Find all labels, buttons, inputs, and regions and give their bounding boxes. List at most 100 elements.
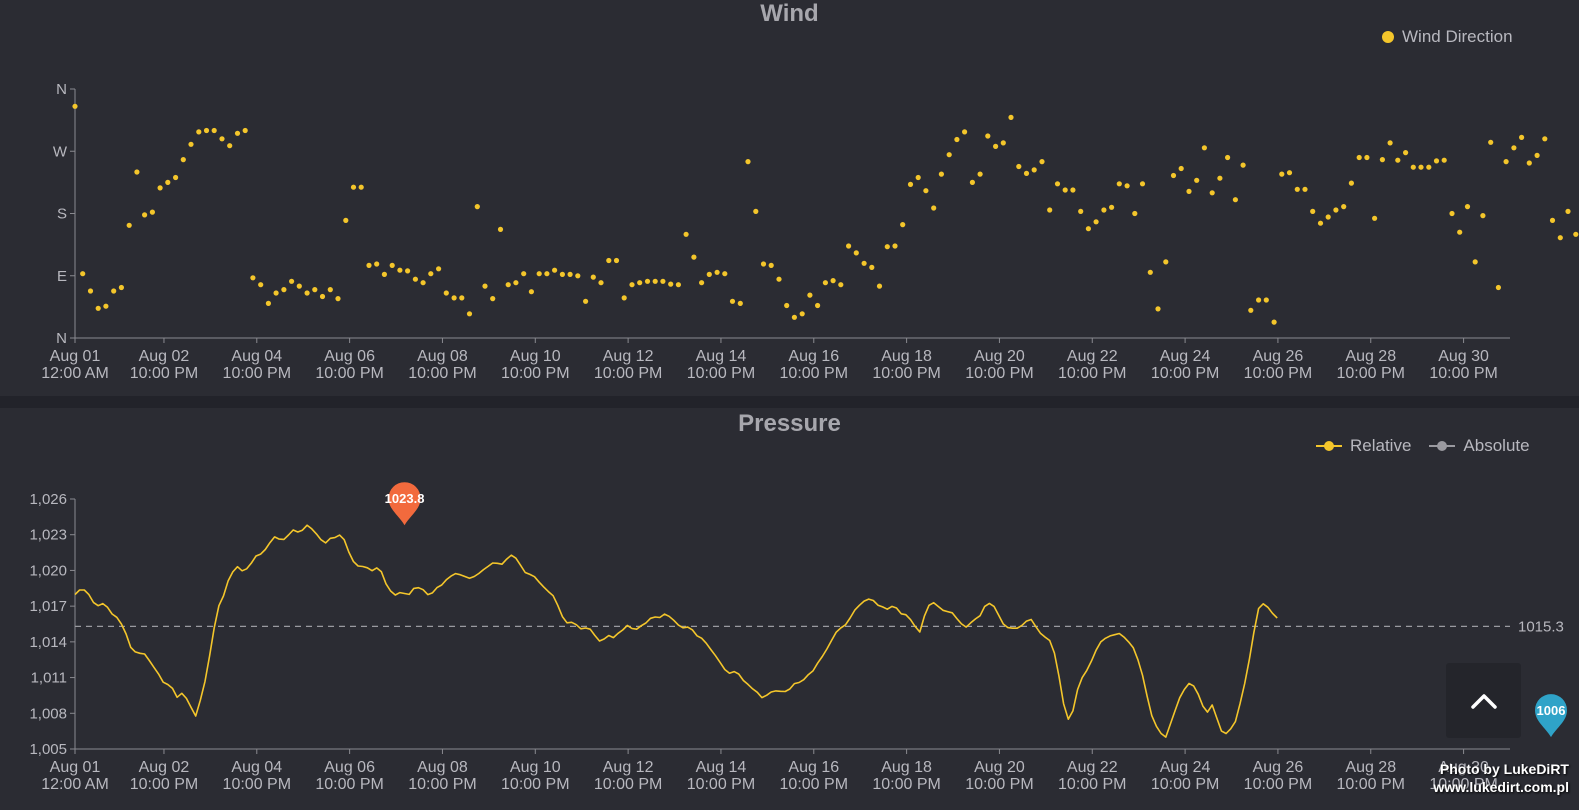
pressure-x-tick-label-time: 10:00 PM (315, 776, 383, 793)
wind-x-tick-label-date: Aug 04 (231, 348, 282, 365)
scroll-to-top-button[interactable] (1446, 663, 1521, 738)
wind-data-point (1008, 114, 1014, 120)
wind-data-point (1317, 220, 1324, 226)
wind-data-point (668, 281, 674, 287)
wind-legend: Wind Direction (1382, 27, 1513, 47)
legend-label-wind-direction: Wind Direction (1402, 27, 1513, 46)
pressure-x-tick-label-date: Aug 06 (324, 759, 375, 776)
wind-data-point (72, 103, 78, 109)
legend-item-relative[interactable]: Relative (1316, 436, 1411, 456)
wind-data-point (644, 278, 651, 284)
wind-data-point (969, 179, 976, 185)
pressure-x-tick-label-date: Aug 18 (881, 759, 932, 776)
pressure-y-tick-label: 1,011 (31, 670, 67, 687)
wind-data-point (807, 292, 813, 298)
wind-data-point (907, 181, 914, 187)
wind-data-point (1372, 215, 1378, 221)
legend-label-relative: Relative (1350, 436, 1412, 455)
wind-data-point (938, 171, 945, 177)
wind-x-tick-label-date: Aug 20 (974, 348, 1025, 365)
wind-data-point (1201, 145, 1207, 151)
wind-data-point (1248, 307, 1254, 313)
wind-data-point (443, 290, 449, 296)
wind-data-point (1078, 208, 1084, 214)
wind-data-point (1542, 136, 1548, 142)
legend-item-absolute[interactable]: Absolute (1429, 436, 1530, 456)
wind-data-point (1054, 181, 1061, 187)
wind-data-point (1511, 145, 1517, 151)
wind-y-tick-label: N (56, 330, 67, 347)
wind-data-point (219, 136, 225, 142)
wind-data-point (1549, 217, 1556, 223)
wind-data-point (1240, 162, 1246, 168)
wind-data-point (1286, 170, 1293, 176)
pressure-x-tick-label-time: 10:00 PM (965, 776, 1033, 793)
wind-data-point (1379, 157, 1385, 163)
wind-data-point (319, 293, 326, 300)
wind-data-point (1503, 159, 1509, 165)
wind-data-point (420, 280, 426, 286)
wind-chart-title: Wind (760, 0, 819, 27)
wind-data-point (1410, 164, 1416, 170)
wind-data-point (1023, 170, 1030, 176)
wind-data-point (1534, 152, 1540, 158)
wind-data-point (946, 152, 952, 158)
wind-data-point (993, 143, 999, 149)
wind-data-point (583, 298, 589, 304)
wind-data-point (815, 302, 821, 309)
watermark-line-1: Photo by LukeDiRT (1439, 761, 1569, 777)
wind-data-point (1163, 259, 1169, 265)
wind-data-point (466, 311, 473, 317)
wind-data-point (745, 159, 751, 165)
wind-data-point (652, 278, 658, 284)
watermark: Photo by LukeDiRT www.lukedirt.com.pl (1433, 760, 1569, 796)
pressure-x-tick-label-time: 10:00 PM (1151, 776, 1219, 793)
wind-data-point (505, 282, 511, 288)
wind-data-point (521, 271, 527, 277)
wind-x-tick-label-date: Aug 14 (696, 348, 747, 365)
pressure-x-tick-label-time: 10:00 PM (872, 776, 940, 793)
pressure-legend: Relative Absolute (1316, 436, 1530, 456)
wind-data-point (528, 289, 535, 295)
wind-data-point (838, 282, 844, 288)
wind-data-point (900, 222, 906, 228)
wind-data-point (1565, 208, 1571, 214)
pressure-x-tick-label-time: 10:00 PM (687, 776, 755, 793)
wind-data-point (714, 269, 720, 275)
wind-data-point (613, 257, 620, 264)
pressure-x-tick-label-time: 10:00 PM (408, 776, 476, 793)
pressure-y-tick-label: 1,026 (29, 491, 67, 508)
wind-data-point (234, 130, 241, 136)
wind-data-point (552, 267, 558, 273)
wind-data-point (1279, 171, 1285, 177)
legend-item-wind-direction[interactable]: Wind Direction (1382, 27, 1513, 47)
pressure-x-tick-label-time: 10:00 PM (223, 776, 291, 793)
wind-data-point (791, 314, 798, 320)
pressure-min-marker: 1006 (1535, 694, 1567, 738)
wind-data-point (1488, 139, 1494, 145)
pressure-x-tick-label-date: Aug 12 (603, 759, 654, 776)
wind-data-point (1186, 188, 1192, 194)
wind-data-point (118, 284, 124, 291)
wind-data-point (915, 174, 921, 181)
wind-data-point (196, 129, 202, 135)
wind-x-tick-label-date: Aug 30 (1438, 348, 1489, 365)
legend-label-absolute: Absolute (1463, 436, 1530, 455)
pressure-min-marker-shape (1535, 694, 1567, 738)
wind-data-point (1093, 219, 1099, 225)
wind-data-point (335, 296, 341, 302)
wind-x-tick-label-date: Aug 02 (139, 348, 190, 365)
wind-data-point (1124, 183, 1130, 189)
wind-data-point (1441, 157, 1447, 163)
wind-data-point (474, 204, 480, 210)
wind-x-tick-label-date: Aug 10 (510, 348, 561, 365)
wind-data-point (621, 295, 627, 301)
wind-data-point (853, 250, 859, 256)
pressure-x-tick-label-date: Aug 04 (231, 759, 282, 776)
wind-data-point (799, 311, 805, 317)
wind-data-point (1472, 259, 1478, 265)
wind-data-point (296, 283, 302, 289)
wind-data-point (753, 208, 759, 214)
wind-data-point (1457, 229, 1463, 235)
wind-data-point (95, 305, 101, 311)
